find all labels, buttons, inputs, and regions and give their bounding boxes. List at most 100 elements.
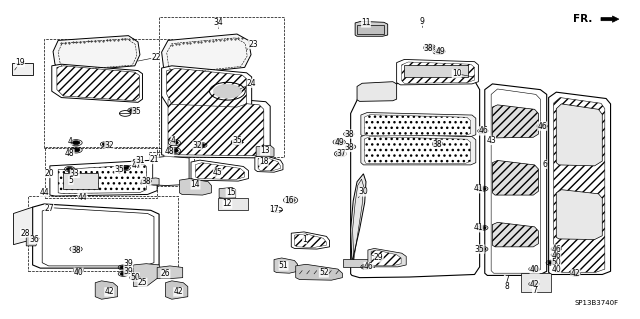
Text: SP13B3740F: SP13B3740F	[575, 300, 619, 306]
Polygon shape	[33, 204, 159, 268]
Text: 7: 7	[504, 275, 509, 284]
Polygon shape	[134, 159, 141, 164]
Text: 48: 48	[164, 147, 174, 156]
Text: 10: 10	[452, 69, 461, 78]
Text: 32: 32	[104, 141, 114, 150]
Text: 43: 43	[486, 136, 496, 145]
Circle shape	[531, 282, 537, 286]
Text: 15: 15	[226, 188, 236, 197]
Text: 41: 41	[474, 223, 483, 232]
Polygon shape	[26, 236, 39, 246]
Polygon shape	[157, 266, 182, 278]
Circle shape	[435, 142, 441, 145]
Text: 46: 46	[552, 245, 561, 254]
Polygon shape	[484, 84, 547, 275]
Polygon shape	[57, 66, 140, 101]
Polygon shape	[42, 208, 154, 266]
Circle shape	[130, 109, 136, 112]
Polygon shape	[371, 250, 401, 266]
Polygon shape	[166, 281, 188, 299]
Text: 37: 37	[337, 149, 347, 158]
Bar	[343, 259, 374, 267]
Text: 35: 35	[232, 136, 242, 145]
Polygon shape	[168, 98, 264, 156]
Text: 22: 22	[151, 53, 161, 62]
Text: 30: 30	[358, 187, 368, 197]
Text: 28: 28	[20, 229, 29, 238]
Circle shape	[346, 132, 352, 136]
Text: 42: 42	[104, 287, 114, 296]
Polygon shape	[258, 157, 280, 171]
Text: 44: 44	[77, 193, 87, 202]
Polygon shape	[368, 249, 406, 267]
Polygon shape	[492, 222, 538, 247]
Polygon shape	[554, 98, 605, 272]
Text: 42: 42	[530, 279, 540, 288]
Bar	[28, 196, 177, 271]
Circle shape	[335, 140, 343, 144]
Text: 38: 38	[141, 177, 151, 186]
Text: 33: 33	[70, 169, 79, 178]
Circle shape	[143, 180, 150, 183]
Bar	[520, 273, 551, 292]
Polygon shape	[361, 134, 476, 165]
Text: 40: 40	[74, 268, 83, 277]
Text: 46: 46	[364, 262, 373, 271]
Text: 19: 19	[15, 58, 25, 67]
Polygon shape	[195, 163, 244, 180]
Text: 9: 9	[420, 17, 424, 26]
Polygon shape	[351, 174, 366, 263]
Polygon shape	[191, 160, 248, 181]
Bar	[12, 63, 33, 75]
Polygon shape	[274, 258, 298, 273]
Bar	[357, 25, 384, 34]
Circle shape	[120, 272, 127, 275]
Text: 21: 21	[149, 155, 159, 164]
Polygon shape	[556, 104, 602, 166]
Text: 4: 4	[67, 137, 72, 145]
Text: 17: 17	[269, 205, 279, 214]
Text: 1: 1	[302, 235, 307, 244]
Text: 50: 50	[552, 258, 561, 267]
Circle shape	[171, 141, 178, 145]
Text: 46: 46	[552, 251, 561, 260]
Text: 31: 31	[135, 156, 145, 165]
Circle shape	[479, 129, 486, 132]
Bar	[404, 65, 468, 77]
Circle shape	[363, 265, 369, 269]
Circle shape	[102, 143, 109, 146]
Bar	[45, 147, 157, 197]
Text: 23: 23	[248, 40, 258, 49]
Polygon shape	[351, 81, 479, 278]
Text: 48: 48	[65, 149, 74, 158]
Text: 40: 40	[530, 264, 540, 274]
Circle shape	[553, 248, 559, 251]
Polygon shape	[548, 92, 611, 274]
Text: 46: 46	[538, 122, 547, 131]
Text: 44: 44	[39, 188, 49, 197]
Text: 16: 16	[285, 196, 294, 205]
Text: 29: 29	[374, 254, 383, 263]
Circle shape	[213, 84, 241, 98]
Polygon shape	[492, 160, 538, 195]
Text: 38: 38	[433, 140, 442, 149]
Circle shape	[120, 266, 127, 269]
Polygon shape	[402, 62, 474, 83]
Circle shape	[198, 144, 205, 147]
Polygon shape	[134, 264, 162, 286]
Text: 35: 35	[132, 108, 141, 116]
Polygon shape	[291, 232, 330, 249]
Text: 52: 52	[319, 268, 329, 278]
Polygon shape	[162, 66, 252, 109]
Polygon shape	[52, 64, 143, 102]
Text: 25: 25	[138, 278, 147, 287]
Polygon shape	[13, 207, 33, 245]
Polygon shape	[58, 165, 147, 194]
Circle shape	[479, 187, 486, 190]
Text: 24: 24	[247, 79, 257, 88]
Polygon shape	[50, 160, 157, 196]
Text: 26: 26	[161, 269, 170, 278]
Text: 38: 38	[424, 44, 433, 53]
Text: 4: 4	[171, 136, 175, 145]
Bar	[218, 197, 248, 210]
